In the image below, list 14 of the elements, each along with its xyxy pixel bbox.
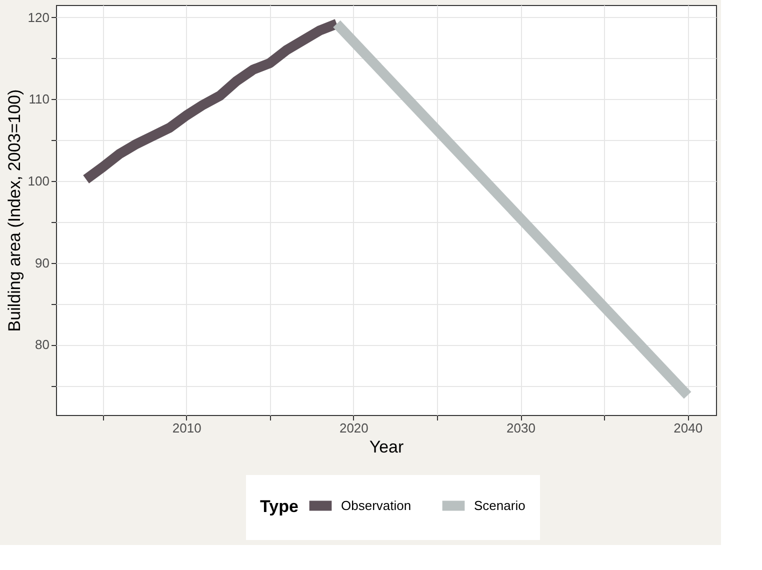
x-axis-title: Year bbox=[369, 438, 404, 456]
y-tick-label: 80 bbox=[35, 337, 50, 352]
y-tick-label: 120 bbox=[28, 10, 50, 25]
legend-label: Scenario bbox=[474, 498, 526, 513]
x-tick-label: 2020 bbox=[339, 420, 368, 436]
x-tick-label: 2040 bbox=[674, 420, 703, 436]
y-axis-title: Building area (Index, 2003=100) bbox=[4, 89, 24, 332]
x-tick-label: 2010 bbox=[172, 420, 202, 436]
y-tick-label: 110 bbox=[28, 92, 50, 107]
legend-label: Observation bbox=[341, 498, 412, 513]
x-tick-label: 2030 bbox=[506, 420, 536, 436]
legend-title: Type bbox=[260, 497, 298, 516]
y-tick-label: 100 bbox=[28, 173, 50, 188]
y-tick-label: 90 bbox=[35, 255, 50, 270]
